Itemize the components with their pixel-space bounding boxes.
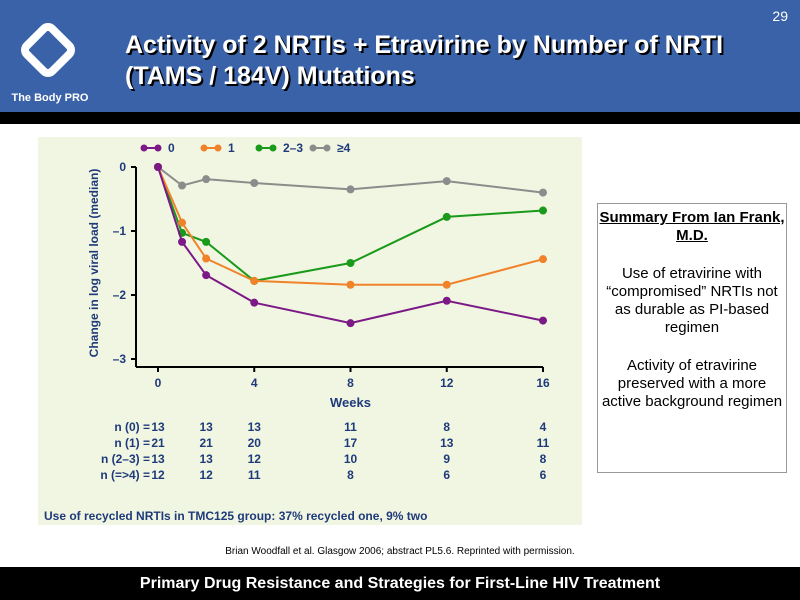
y-tick-label: –1 bbox=[113, 224, 127, 238]
legend-marker bbox=[200, 144, 208, 152]
data-point bbox=[202, 271, 211, 280]
n-cell: 17 bbox=[343, 436, 358, 450]
n-cell: 13 bbox=[440, 436, 454, 450]
n-cell: 11 bbox=[536, 436, 550, 450]
data-point bbox=[250, 298, 259, 307]
legend-label: 2–3 bbox=[283, 141, 303, 155]
x-tick-label: 4 bbox=[251, 376, 258, 390]
summary-box: Summary From Ian Frank, M.D. Use of etra… bbox=[597, 203, 787, 473]
data-point bbox=[154, 163, 162, 171]
n-cell: 12 bbox=[247, 452, 261, 466]
data-point bbox=[539, 316, 547, 325]
n-cell: 6 bbox=[443, 468, 451, 482]
x-tick-label: 0 bbox=[155, 376, 162, 390]
header-divider bbox=[0, 112, 800, 124]
n-cell: 11 bbox=[344, 420, 357, 434]
data-point bbox=[178, 237, 187, 246]
series-line-1 bbox=[157, 166, 544, 286]
y-tick-label: –3 bbox=[113, 352, 127, 366]
legend-marker bbox=[323, 144, 331, 152]
data-point bbox=[202, 175, 211, 184]
n-cell: 9 bbox=[443, 452, 451, 466]
y-tick-label: –2 bbox=[113, 288, 127, 302]
x-axis-label: Weeks bbox=[330, 395, 371, 410]
n-cell: 21 bbox=[199, 436, 213, 450]
n-cell: 8 bbox=[539, 452, 547, 466]
page-number: 29 bbox=[772, 8, 788, 24]
n-row-label: n (1) = bbox=[114, 436, 150, 450]
n-row-label: n (=>4) = bbox=[100, 468, 150, 482]
footer-title: Primary Drug Resistance and Strategies f… bbox=[0, 567, 800, 600]
data-point bbox=[202, 254, 211, 263]
n-cell: 20 bbox=[247, 436, 261, 450]
chart-panel: 0 –1 –2 –3 0 4 8 12 16 Weeks Change in log viral l… bbox=[38, 137, 582, 525]
summary-point: Activity of etravirine preserved with a … bbox=[601, 357, 783, 410]
summary-heading: Summary From Ian Frank, M.D. bbox=[599, 209, 785, 244]
data-point bbox=[539, 206, 547, 215]
data-point bbox=[346, 280, 355, 289]
n-cell: 13 bbox=[247, 420, 261, 434]
legend-marker bbox=[309, 144, 317, 152]
data-point bbox=[539, 188, 547, 197]
y-tick-label: 0 bbox=[119, 160, 126, 174]
data-point bbox=[178, 218, 187, 227]
legend-marker bbox=[255, 144, 263, 152]
data-point bbox=[442, 177, 451, 186]
n-cell: 4 bbox=[539, 420, 547, 434]
n-cell: 13 bbox=[199, 420, 213, 434]
data-point bbox=[346, 185, 355, 194]
recycled-note: Use of recycled NRTIs in TMC125 group: 3… bbox=[44, 509, 428, 523]
data-point bbox=[178, 181, 187, 190]
legend-label: ≥4 bbox=[337, 141, 351, 155]
summary-point: Use of etravirine with “compromised” NRT… bbox=[606, 265, 778, 336]
legend-label: 1 bbox=[228, 141, 235, 155]
legend-marker bbox=[140, 144, 148, 152]
n-cell: 8 bbox=[443, 420, 451, 434]
slide-title: Activity of 2 NRTIs + Etravirine by Numb… bbox=[125, 31, 724, 90]
n-cell: 11 bbox=[247, 468, 261, 482]
data-point bbox=[539, 255, 547, 264]
data-point bbox=[442, 280, 451, 289]
data-point bbox=[250, 179, 259, 187]
legend-marker bbox=[269, 144, 277, 152]
n-cell: 6 bbox=[539, 468, 547, 482]
n-cell: 12 bbox=[199, 468, 213, 482]
x-tick-label: 16 bbox=[536, 376, 550, 390]
n-row-label: n (0) = bbox=[114, 420, 150, 434]
data-point bbox=[346, 259, 355, 267]
n-cell: 12 bbox=[151, 468, 165, 482]
brand-name: The Body PRO bbox=[11, 92, 89, 104]
n-cell: 8 bbox=[347, 468, 354, 482]
n-cell: 13 bbox=[151, 420, 165, 434]
x-tick-label: 12 bbox=[440, 376, 454, 390]
citation: Brian Woodfall et al. Glasgow 2006; abst… bbox=[225, 546, 575, 557]
n-row-label: n (2–3) = bbox=[100, 452, 150, 466]
legend-marker bbox=[154, 144, 162, 152]
data-point bbox=[442, 296, 451, 305]
legend-label: 0 bbox=[168, 141, 175, 155]
x-tick-label: 8 bbox=[347, 376, 354, 390]
n-cell: 10 bbox=[343, 452, 358, 466]
data-point bbox=[202, 237, 211, 246]
data-point bbox=[346, 319, 355, 328]
body-pro-logo-icon bbox=[21, 23, 75, 77]
data-point bbox=[442, 212, 451, 221]
n-cell: 13 bbox=[151, 452, 165, 466]
data-point bbox=[250, 276, 259, 285]
slide-header bbox=[0, 0, 800, 112]
y-axis-label: Change in log viral load (median) bbox=[87, 169, 101, 358]
line-chart: 0 –1 –2 –3 0 4 8 12 16 Weeks Change in log viral l… bbox=[87, 141, 550, 410]
n-cell: 13 bbox=[199, 452, 213, 466]
n-cell: 21 bbox=[151, 436, 165, 450]
legend-marker bbox=[214, 144, 222, 152]
